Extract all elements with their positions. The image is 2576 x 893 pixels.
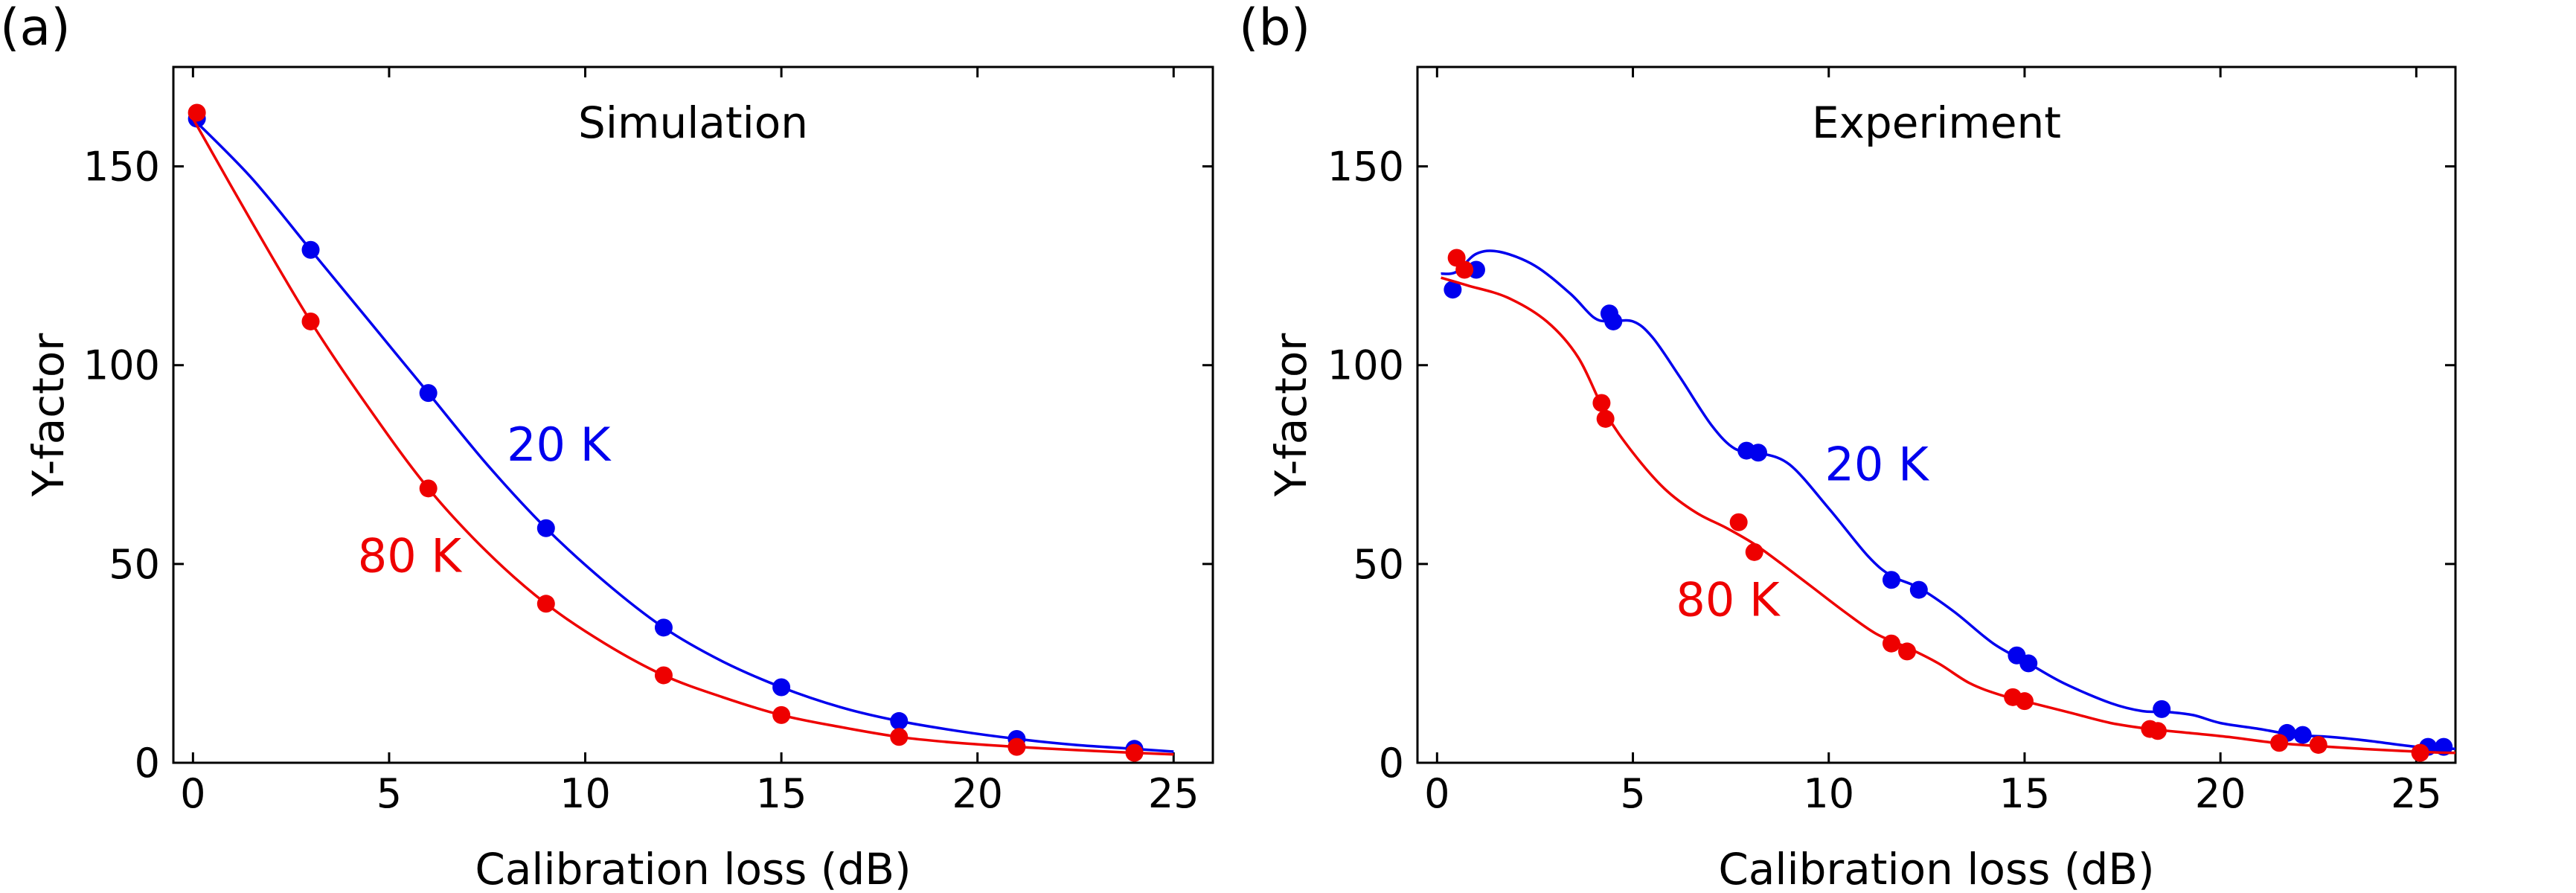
- x-tick-label: 5: [377, 770, 402, 817]
- series-80k: [1441, 249, 2455, 762]
- series-20k: [1441, 249, 2455, 756]
- x-tick-label: 10: [560, 770, 611, 817]
- x-tick-label: 0: [180, 770, 205, 817]
- data-point-80k: [772, 705, 791, 724]
- x-axis-label: Calibration loss (dB): [475, 844, 911, 893]
- data-point-80k: [2148, 722, 2167, 740]
- x-tick-label: 5: [1620, 770, 1645, 817]
- y-tick-label: 150: [83, 144, 160, 191]
- data-point-80k: [1745, 542, 1763, 561]
- y-axis-label: Y-factor: [23, 333, 74, 498]
- x-tick-label: 15: [1999, 770, 2051, 817]
- x-axis-label: Calibration loss (dB): [1718, 844, 2154, 893]
- y-tick-label: 100: [83, 342, 160, 389]
- x-tick-label: 15: [756, 770, 807, 817]
- data-point-20k: [1909, 580, 1928, 599]
- data-point-20k: [890, 711, 909, 730]
- y-tick-label: 100: [1327, 342, 1404, 389]
- data-point-20k: [1882, 571, 1900, 589]
- data-point-20k: [536, 519, 555, 537]
- data-point-20k: [2293, 726, 2312, 744]
- data-point-80k: [1455, 260, 1474, 279]
- panel-label: (a): [0, 0, 71, 57]
- series-line-80k: [1441, 276, 2455, 755]
- plot-frame: [172, 65, 1214, 764]
- x-tick-label: 20: [952, 770, 1003, 817]
- series-label-20k: 20 K: [1824, 438, 1929, 492]
- data-point-80k: [1729, 513, 1748, 531]
- data-point-80k: [1898, 642, 1917, 661]
- x-tick-label: 25: [1148, 770, 1199, 817]
- data-point-20k: [654, 618, 673, 637]
- x-tick-label: 20: [2195, 770, 2246, 817]
- data-point-20k: [419, 384, 438, 403]
- data-point-80k: [2309, 735, 2327, 754]
- data-point-80k: [890, 728, 909, 746]
- data-point-80k: [1882, 634, 1900, 653]
- panel-simulation: (a) 0 5 10 15 20 25 0 50 100 150 Calibration loss (…: [0, 0, 1214, 893]
- data-point-80k: [2411, 743, 2429, 762]
- series-label-80k: 80 K: [1676, 572, 1781, 627]
- series-80k: [188, 103, 1174, 762]
- y-axis-label: Y-factor: [1266, 333, 1316, 498]
- data-point-80k: [1596, 409, 1615, 428]
- y-tick-label: 50: [1353, 541, 1404, 588]
- x-tick-label: 0: [1424, 770, 1449, 817]
- data-point-80k: [301, 312, 320, 330]
- panel-label: (b): [1239, 0, 1310, 57]
- data-point-20k: [301, 240, 320, 259]
- data-point-80k: [1007, 737, 1026, 756]
- y-tick-label: 50: [109, 541, 160, 588]
- series-line-20k: [192, 118, 1174, 753]
- y-tick-label: 150: [1327, 144, 1404, 191]
- plot-frame: [1416, 65, 2457, 764]
- data-point-20k: [2153, 700, 2171, 718]
- data-point-20k: [1444, 281, 1462, 299]
- series-label-20k: 20 K: [507, 417, 612, 472]
- x-tick-label: 25: [2391, 770, 2442, 817]
- data-point-80k: [419, 479, 438, 498]
- y-tick-label: 0: [135, 740, 160, 787]
- data-point-20k: [2019, 654, 2038, 673]
- data-point-20k: [772, 678, 791, 697]
- data-point-80k: [1592, 394, 1611, 412]
- data-point-20k: [1604, 312, 1623, 330]
- data-point-80k: [2270, 734, 2289, 752]
- y-tick-label: 0: [1379, 740, 1404, 787]
- series-20k: [188, 109, 1174, 758]
- chart-title: Simulation: [578, 97, 808, 148]
- data-point-80k: [536, 595, 555, 613]
- x-tick-label: 10: [1803, 770, 1854, 817]
- data-point-80k: [654, 666, 673, 685]
- data-point-80k: [2015, 692, 2034, 711]
- series-line-20k: [1441, 249, 2455, 751]
- series-line-80k: [191, 118, 1174, 756]
- data-point-80k: [188, 103, 206, 122]
- panel-experiment: (b) 0 5 10 15 20 25 0 50 100 150 Calibration loss (…: [1239, 0, 2457, 893]
- data-point-20k: [1749, 444, 1767, 462]
- chart-title: Experiment: [1812, 97, 2061, 148]
- data-point-80k: [1125, 743, 1144, 762]
- series-label-80k: 80 K: [358, 529, 463, 583]
